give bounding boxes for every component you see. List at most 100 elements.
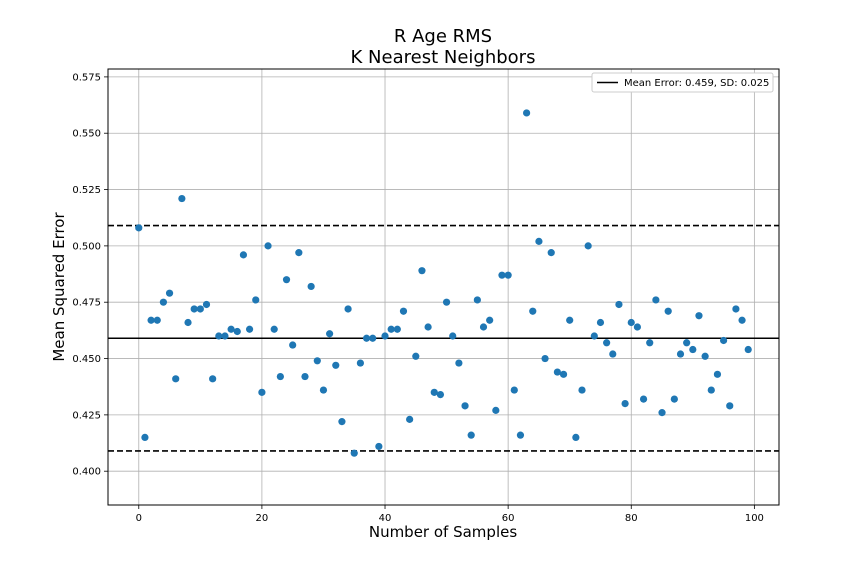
data-point: [621, 400, 629, 408]
data-point: [479, 323, 488, 331]
data-point: [430, 388, 438, 396]
data-point: [356, 359, 364, 367]
data-point: [707, 386, 715, 394]
data-point: [135, 224, 143, 232]
x-tick-label: 100: [745, 513, 764, 524]
legend: Mean Error: 0.459, SD: 0.025: [591, 72, 774, 93]
data-point: [215, 332, 223, 340]
data-point: [436, 390, 445, 399]
data-point: [319, 386, 328, 394]
data-point: [467, 431, 475, 439]
data-point: [633, 323, 642, 331]
data-point: [276, 372, 284, 381]
y-tick-label: 0.400: [72, 467, 101, 478]
data-point: [196, 305, 204, 313]
data-point: [584, 242, 592, 250]
chart-title-line-1: R Age RMS: [394, 26, 492, 47]
data-point: [332, 361, 340, 369]
data-point: [566, 316, 574, 324]
data-point: [486, 316, 494, 324]
data-point: [504, 271, 512, 279]
data-point: [541, 354, 549, 363]
data-point: [492, 406, 500, 414]
data-point: [461, 402, 469, 410]
data-point: [510, 386, 518, 394]
x-axis-ticks: 0 20 40 60 80 100: [136, 505, 764, 524]
data-point: [338, 418, 346, 426]
data-point: [516, 431, 525, 439]
y-tick-label: 0.475: [72, 298, 101, 309]
data-point: [627, 318, 635, 327]
chart-title-line-2: K Nearest Neighbors: [351, 47, 536, 68]
data-point: [245, 325, 254, 333]
data-point: [282, 276, 291, 284]
y-axis-label: Mean Squared Error: [50, 212, 68, 362]
data-point: [572, 433, 580, 442]
x-tick-label: 80: [625, 513, 638, 524]
y-tick-label: 0.425: [72, 410, 101, 421]
data-point: [393, 325, 401, 333]
data-point: [646, 339, 654, 347]
data-point: [190, 305, 198, 313]
data-point: [344, 305, 352, 313]
data-point: [603, 339, 611, 347]
data-point: [172, 375, 180, 383]
data-point: [141, 433, 149, 442]
data-point: [578, 386, 586, 394]
legend-box: [591, 72, 774, 93]
data-point: [559, 370, 568, 378]
data-point: [153, 316, 161, 324]
data-point: [590, 332, 598, 340]
data-point: [165, 289, 174, 297]
x-tick-label: 60: [502, 513, 515, 524]
data-point: [529, 307, 537, 315]
data-point: [455, 359, 463, 367]
x-tick-label: 20: [256, 513, 269, 524]
y-tick-label: 0.575: [72, 72, 101, 83]
data-point: [313, 357, 321, 365]
data-point: [713, 370, 722, 378]
data-point: [683, 339, 691, 347]
data-point: [301, 372, 309, 381]
data-point: [239, 251, 248, 259]
y-tick-label: 0.525: [72, 185, 101, 196]
data-point: [350, 449, 358, 457]
data-point: [209, 375, 217, 383]
y-tick-label: 0.550: [72, 129, 101, 140]
plot-frame: [107, 68, 780, 506]
data-point: [615, 300, 623, 309]
data-point: [652, 296, 660, 304]
data-point: [399, 307, 408, 315]
data-point: [307, 282, 315, 291]
data-point: [184, 318, 192, 327]
data-point: [202, 300, 211, 309]
data-point: [418, 267, 426, 275]
data-point: [258, 388, 266, 396]
x-tick-label: 0: [136, 513, 142, 524]
data-point: [689, 345, 697, 354]
data-point: [326, 330, 334, 338]
data-point: [676, 350, 685, 358]
data-point: [295, 249, 303, 257]
data-point: [553, 368, 561, 376]
data-point: [701, 352, 709, 360]
data-point: [732, 305, 740, 313]
data-point: [670, 395, 678, 403]
data-point: [362, 334, 371, 342]
data-point: [498, 271, 506, 279]
data-point: [381, 332, 389, 340]
data-point: [227, 325, 235, 333]
data-point: [424, 323, 432, 331]
data-point: [270, 325, 278, 333]
y-tick-label: 0.450: [72, 354, 101, 365]
data-point: [147, 316, 155, 324]
data-point: [658, 409, 666, 417]
data-point: [449, 332, 457, 340]
data-point: [547, 249, 555, 257]
data-point: [473, 296, 481, 304]
data-point: [609, 350, 617, 358]
data-point: [523, 109, 531, 117]
data-point: [375, 442, 383, 451]
